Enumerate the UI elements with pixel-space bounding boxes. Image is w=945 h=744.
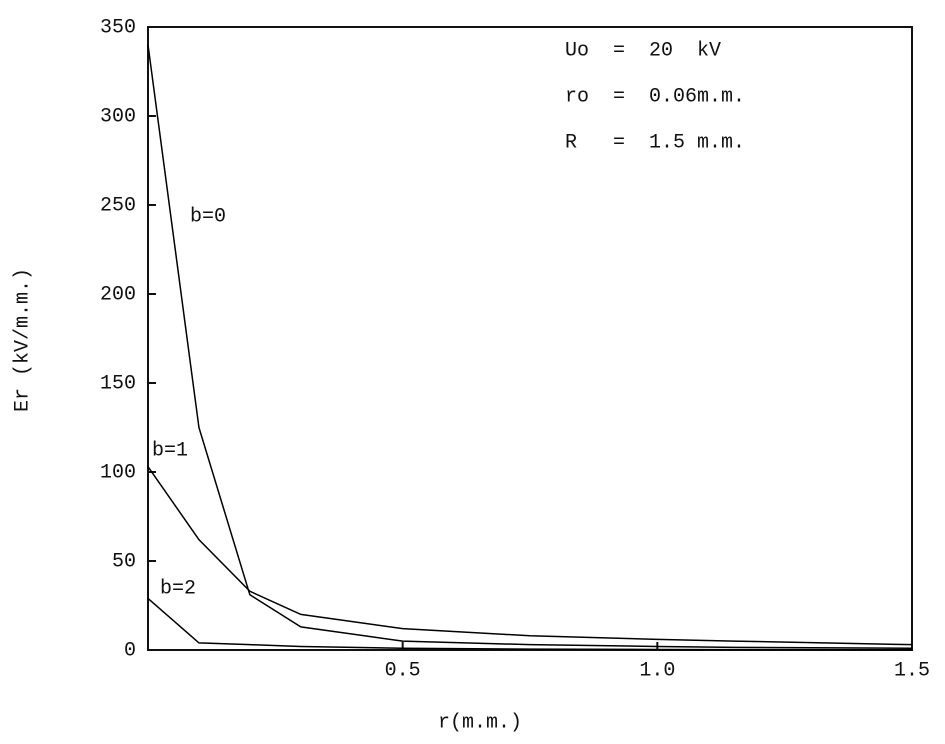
series-label: b=1	[152, 439, 188, 462]
y-axis-label: Er (kV/m.m.)	[11, 268, 34, 412]
y-tick-label: 200	[100, 283, 136, 306]
annotation: Uo = 20 kV	[565, 39, 721, 62]
series-line	[147, 44, 913, 649]
series-line	[147, 597, 913, 651]
annotation: ro = 0.06m.m.	[565, 85, 745, 108]
series-line	[147, 466, 913, 646]
x-tick-label: 1.0	[639, 659, 675, 682]
series-label: b=2	[160, 577, 196, 600]
y-tick-label: 250	[100, 194, 136, 217]
y-tick-label: 0	[124, 639, 136, 662]
x-tick-label: 1.5	[894, 659, 930, 682]
y-tick-label: 100	[100, 461, 136, 484]
y-tick-label: 50	[112, 550, 136, 573]
y-tick-label: 150	[100, 372, 136, 395]
y-tick-label: 350	[100, 16, 136, 39]
series-label: b=0	[190, 205, 226, 228]
plot-frame	[147, 26, 913, 651]
x-axis-label: r(m.m.)	[438, 711, 522, 734]
annotation: R = 1.5 m.m.	[565, 131, 745, 154]
y-tick-label: 300	[100, 105, 136, 128]
x-tick-label: 0.5	[385, 659, 421, 682]
